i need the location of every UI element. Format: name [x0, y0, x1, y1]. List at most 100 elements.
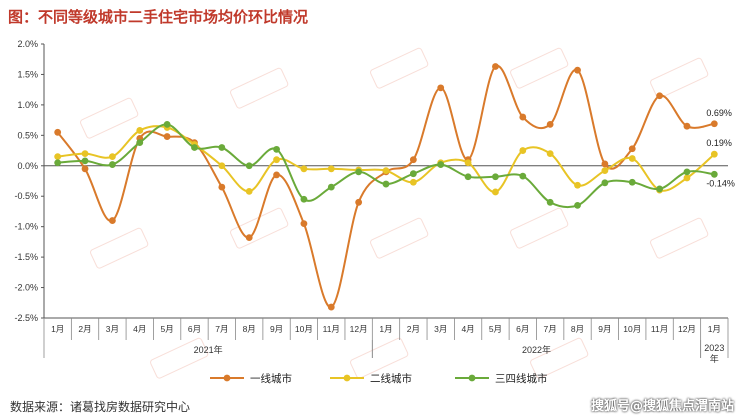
data-point: [327, 303, 335, 311]
data-point: [546, 120, 554, 128]
watermark-stamp: [80, 97, 139, 139]
watermark-stamp: [510, 47, 569, 89]
y-axis: 2.0% 1.5% 1.0% 0.5% 0.0% -0.5% -1.0% -1.5% -2.0%…: [14, 39, 45, 323]
x-tick-label: 11月: [651, 324, 668, 334]
legend: 一线城市 二线城市 三四线城市: [210, 372, 548, 385]
data-point: [574, 66, 581, 74]
legend-label: 二线城市: [370, 372, 412, 385]
x-tick-label: 12月: [678, 324, 696, 334]
legend-swatch-marker: [223, 374, 231, 382]
watermark-stamp: [510, 207, 569, 249]
watermark-stamp: [650, 217, 709, 259]
data-point: [683, 174, 691, 182]
x-tick-label: 10月: [623, 324, 641, 334]
data-point: [519, 113, 527, 121]
data-point: [601, 167, 609, 175]
data-label: -0.14%: [706, 178, 735, 188]
data-point: [710, 120, 718, 128]
x-tick-label: 6月: [516, 324, 529, 334]
legend-label: 一线城市: [250, 372, 292, 385]
y-tick-label: 2.0%: [17, 39, 38, 49]
x-tick-label: 5月: [489, 324, 502, 334]
data-point: [409, 178, 417, 186]
year-label: 2023 年: [704, 343, 724, 364]
chart-title: 图：不同等级城市二手住宅市场均价环比情况: [8, 8, 309, 26]
x-tick-label: 1月: [51, 324, 64, 334]
data-point: [683, 122, 691, 130]
data-point: [355, 198, 363, 206]
data-point: [574, 201, 581, 209]
data-point: [273, 156, 280, 164]
legend-item: 一线城市: [210, 372, 292, 385]
watermark-stamp: [370, 217, 429, 259]
y-tick-label: -1.0%: [14, 222, 38, 232]
data-point: [464, 173, 472, 181]
watermark-stamp: [650, 57, 709, 99]
data-point: [81, 157, 89, 165]
data-point: [245, 234, 253, 242]
data-point: [300, 195, 308, 203]
data-point: [81, 150, 89, 158]
data-point: [710, 170, 718, 178]
y-tick-label: -0.5%: [14, 191, 38, 201]
data-point: [163, 120, 171, 128]
year-label: 2021年: [194, 344, 223, 355]
x-tick-label: 1月: [708, 324, 721, 334]
y-tick-label: 1.0%: [17, 100, 38, 110]
data-point: [81, 165, 89, 173]
x-tick-label: 3月: [106, 324, 119, 334]
data-label: 0.69%: [706, 108, 732, 118]
data-point: [327, 165, 335, 173]
data-point: [54, 128, 62, 136]
x-tick-label: 2月: [407, 324, 420, 334]
x-tick-label: 6月: [188, 324, 201, 334]
data-point: [300, 165, 308, 173]
year-label-line: 年: [710, 353, 719, 364]
data-point: [519, 172, 527, 180]
data-point: [191, 144, 198, 151]
data-point: [492, 173, 499, 181]
watermark-stamp: [530, 337, 589, 379]
x-tick-label: 8月: [571, 324, 584, 334]
x-tick-label: 12月: [350, 324, 368, 334]
y-tick-label: 0.0%: [17, 161, 38, 171]
y-tick-label: -2.0%: [14, 283, 38, 293]
data-point: [409, 156, 417, 164]
data-point: [327, 183, 335, 191]
data-point: [683, 168, 691, 176]
x-tick-label: 1月: [379, 324, 392, 334]
data-point: [109, 161, 116, 168]
data-point: [245, 187, 253, 195]
watermark-layer: [80, 47, 709, 379]
data-point: [546, 150, 554, 158]
data-point: [136, 139, 144, 147]
data-point: [355, 168, 363, 176]
data-point: [601, 160, 609, 168]
legend-label: 三四线城市: [495, 372, 548, 385]
data-point: [574, 181, 581, 189]
x-tick-label: 3月: [434, 324, 447, 334]
data-point: [656, 185, 663, 193]
data-point: [492, 63, 499, 70]
data-point: [218, 144, 226, 151]
data-point: [628, 155, 636, 162]
watermark-stamp: [230, 207, 289, 249]
data-point: [409, 170, 417, 178]
data-point: [136, 127, 144, 134]
data-point: [245, 162, 253, 170]
y-tick-label: 0.5%: [17, 130, 38, 140]
x-tick-label: 10月: [295, 324, 313, 334]
x-tick-label: 9月: [598, 324, 611, 334]
data-point: [109, 217, 116, 224]
x-tick-label: 8月: [243, 324, 256, 334]
x-tick-label: 7月: [215, 324, 228, 334]
data-point: [437, 161, 445, 168]
legend-item: 三四线城市: [455, 372, 548, 385]
year-label: 2022年: [522, 344, 551, 355]
x-axis: 1月 2月 3月 4月 5月 6月 7月 8月 9月 10月 11月 12月 1月 2月 3月 4月 5月 6月 7…: [43, 165, 729, 364]
x-tick-label: 4月: [461, 324, 474, 334]
x-tick-label: 11月: [323, 324, 340, 334]
x-tick-label: 7月: [544, 324, 557, 334]
data-source-note: 数据来源：诸葛找房数据研究中心: [10, 400, 191, 414]
